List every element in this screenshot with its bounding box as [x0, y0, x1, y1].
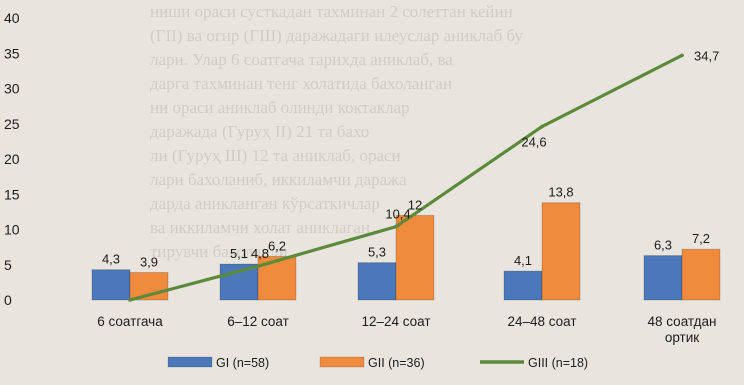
x-category-label: ортик [665, 330, 699, 345]
bar-gi [643, 255, 683, 301]
x-category-label: 6–12 соат [227, 314, 289, 329]
line-point-giii [128, 298, 132, 302]
bar-gii [541, 202, 581, 301]
data-label: 7,2 [692, 231, 710, 246]
data-label-giii: 24,6 [521, 135, 546, 150]
bar-gi [357, 262, 397, 301]
line-point-giii [540, 124, 544, 129]
data-label: 13,8 [548, 185, 573, 200]
line-point-giii [680, 53, 684, 58]
legend-label: GI (n=58) [216, 356, 269, 370]
x-category-label: 12–24 соат [361, 314, 430, 329]
y-tick-label: 25 [4, 116, 20, 132]
bar-gi [503, 270, 543, 301]
bar-gii [395, 214, 435, 301]
y-tick-label: 10 [4, 222, 20, 238]
data-label: 6,2 [268, 238, 286, 253]
y-tick-label: 30 [4, 81, 20, 97]
bar-gi [219, 263, 259, 301]
data-label: 5,1 [230, 246, 248, 261]
bar-gii [681, 248, 721, 301]
y-tick-label: 5 [4, 257, 12, 273]
data-label: 5,3 [368, 245, 386, 260]
legend-label: GIII (n=18) [528, 356, 588, 370]
y-tick-label: 20 [4, 151, 20, 167]
data-label: 6,3 [654, 238, 672, 253]
bar-gi [91, 269, 131, 301]
background-document-texture: ниши ораси сусткадан тахминан 2 солеттан… [150, 2, 524, 261]
data-label: 4,3 [102, 252, 120, 267]
data-label: 3,9 [140, 255, 158, 270]
data-label-giii: 34,7 [694, 48, 719, 63]
data-label-giii: 10,4 [385, 207, 410, 222]
x-category-label: 24–48 соат [507, 314, 576, 329]
data-label-giii: 4,8 [251, 246, 269, 261]
line-point-giii [256, 264, 260, 268]
legend-swatch [167, 356, 213, 368]
legend-label: GII (n=36) [368, 356, 425, 370]
legend-swatch [319, 356, 365, 368]
y-tick-label: 35 [4, 45, 20, 61]
data-label: 4,1 [514, 253, 532, 268]
x-category-label: 48 соатдан [648, 314, 717, 329]
y-tick-label: 0 [4, 292, 12, 308]
line-point-giii [394, 224, 398, 229]
bar-gii [257, 255, 297, 301]
y-tick-label: 15 [4, 186, 20, 202]
x-category-label: 6 соатгача [97, 314, 163, 329]
y-tick-label: 40 [4, 10, 20, 26]
data-label: 12 [408, 197, 422, 212]
